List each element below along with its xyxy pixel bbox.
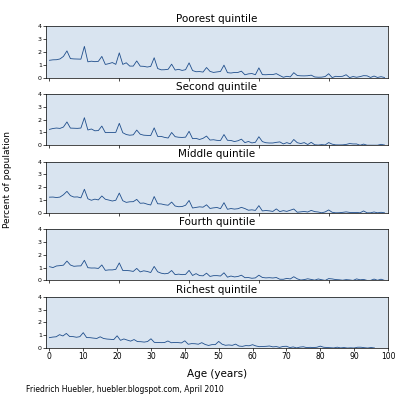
- Text: Second quintile: Second quintile: [176, 82, 258, 92]
- Text: Poorest quintile: Poorest quintile: [176, 14, 258, 24]
- Text: Richest quintile: Richest quintile: [176, 285, 258, 295]
- Text: Friedrich Huebler, huebler.blogspot.com, April 2010: Friedrich Huebler, huebler.blogspot.com,…: [26, 385, 224, 394]
- Text: Middle quintile: Middle quintile: [178, 150, 256, 160]
- Text: Age (years): Age (years): [187, 369, 247, 379]
- Text: Fourth quintile: Fourth quintile: [179, 217, 255, 227]
- Text: Percent of population: Percent of population: [3, 132, 12, 228]
